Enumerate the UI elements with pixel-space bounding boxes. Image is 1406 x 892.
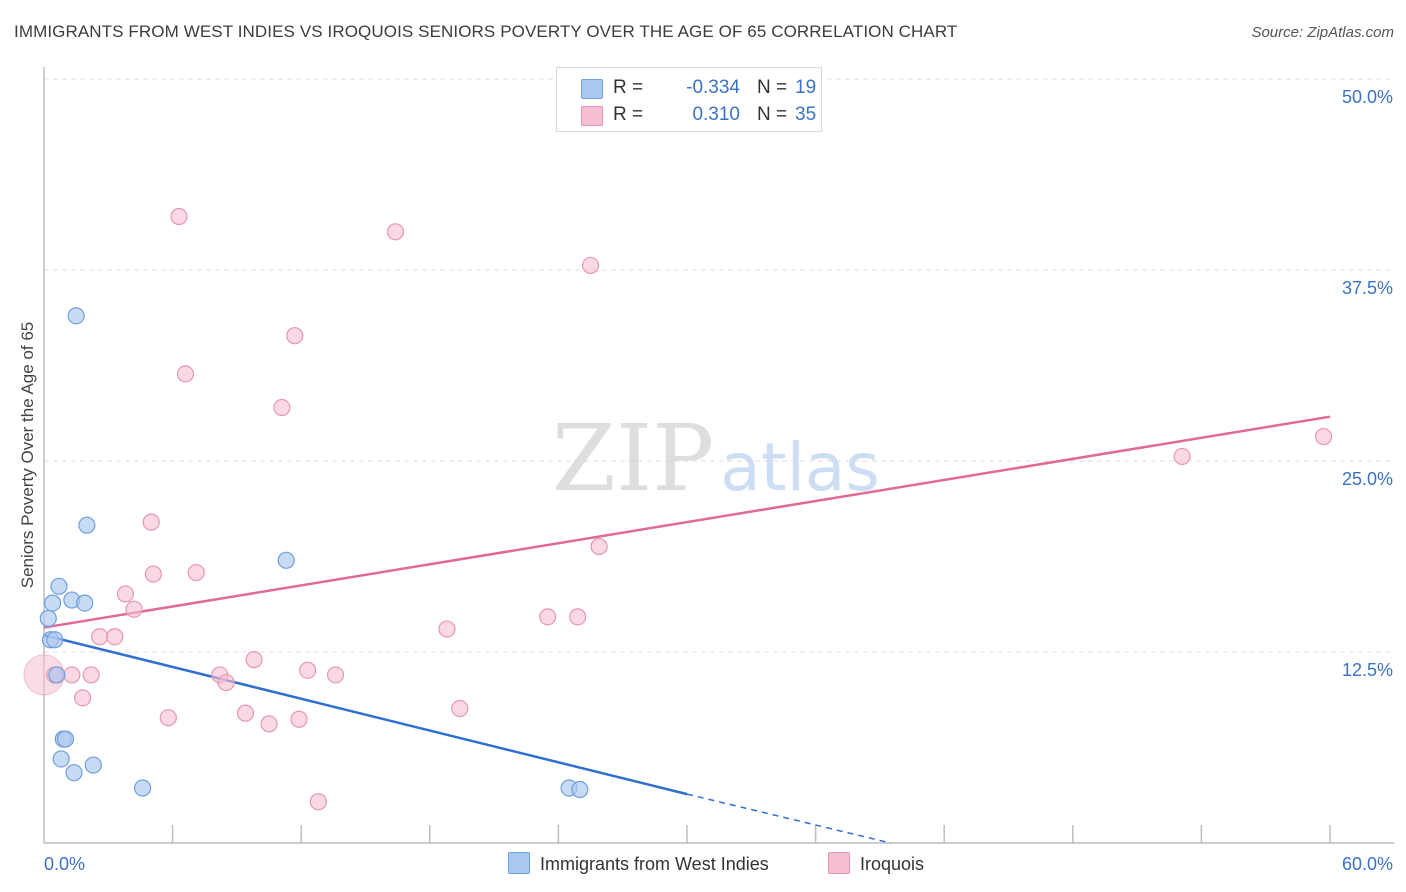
data-point-west-indies [48,666,66,684]
trend-line-iroquois [43,415,1331,629]
y-tick-label: 50.0% [1342,87,1393,107]
trend-lines [43,415,1331,844]
data-point-iroquois [326,666,345,684]
data-point-iroquois [125,600,143,618]
legend-item-iroquois: Iroquois [828,852,924,876]
legend-n-value: 35 [795,104,817,125]
data-point-iroquois [451,699,469,718]
watermark-atlas: atlas [720,429,880,506]
legend-n-value: 19 [795,77,817,98]
data-point-iroquois [159,709,177,727]
data-point-iroquois [106,628,124,646]
data-point-iroquois [438,620,456,638]
data-point-west-indies [39,609,57,627]
data-point-iroquois [386,223,405,241]
data-point-iroquois [91,628,109,646]
data-point-iroquois [187,563,205,582]
data-point-iroquois [176,365,195,383]
chart-source: Source: ZipAtlas.com [1251,24,1394,41]
y-tick-label: 37.5% [1342,278,1393,298]
axes [43,67,1394,844]
data-point-iroquois [116,585,135,603]
legend-n-label: N = [757,77,788,98]
data-point-west-indies [78,516,96,534]
data-point-west-indies [50,577,68,595]
data-point-iroquois [1314,427,1333,446]
legend-label: Immigrants from West Indies [540,854,769,874]
data-point-iroquois [63,666,81,684]
data-point-west-indies [43,594,62,612]
data-point-iroquois [245,651,263,669]
y-tick-label: 12.5% [1342,660,1393,680]
chart-title: IMMIGRANTS FROM WEST INDIES VS IROQUOIS … [14,22,958,41]
x-tick-label: 60.0% [1342,854,1393,874]
data-point-west-indies [46,631,64,649]
data-point-iroquois [144,565,162,583]
data-point-iroquois [569,608,587,626]
data-point-west-indies [67,307,85,325]
data-point-iroquois [217,673,235,692]
data-point-iroquois [1173,447,1191,466]
data-point-iroquois [581,256,600,275]
data-point-iroquois [299,661,317,679]
data-point-west-indies [277,551,295,569]
data-points [23,207,1333,811]
data-point-iroquois [170,207,188,226]
x-tick-labels: 0.0% 60.0% [44,854,1393,874]
legend-r-label: R = [613,104,644,125]
data-point-iroquois [73,689,92,707]
legend-n-label: N = [757,104,788,125]
data-point-west-indies [52,750,70,768]
trend-line-west-indies [43,633,688,796]
y-tick-label: 25.0% [1342,469,1393,489]
legend-swatch-pink [581,106,603,126]
data-point-west-indies [65,764,83,782]
data-point-iroquois [273,398,291,417]
y-axis-label: Seniors Poverty Over the Age of 65 [18,321,37,589]
data-point-iroquois [236,704,255,722]
data-point-west-indies [76,594,94,612]
data-point-west-indies [56,730,75,748]
data-point-iroquois [286,327,304,345]
data-point-iroquois [82,666,100,684]
data-point-west-indies [84,756,102,774]
legend-swatch-blue [581,79,603,99]
x-tick-label: 0.0% [44,854,85,874]
legend-label: Iroquois [860,854,925,874]
data-point-iroquois [309,793,327,811]
grid-lines [44,78,1394,653]
trend-line-west-indies-extension [686,793,891,844]
data-point-west-indies [571,780,589,799]
legend-r-value: 0.310 [692,104,740,125]
data-point-west-indies [133,779,152,797]
data-point-iroquois [590,537,608,556]
legend-swatch-pink [828,852,850,874]
y-tick-labels: 12.5% 25.0% 37.5% 50.0% [1342,87,1393,680]
correlation-legend: R = -0.334 N = 19 R = 0.310 N = 35 [556,67,822,132]
watermark-zip: ZIP [552,405,714,512]
legend-r-value: -0.334 [686,77,740,98]
data-point-iroquois [290,710,308,728]
data-point-iroquois [539,608,557,626]
data-point-iroquois [142,513,160,531]
data-point-iroquois [260,715,278,733]
legend-swatch-blue [508,852,530,874]
watermark: ZIP atlas [552,405,880,512]
legend-item-west-indies: Immigrants from West Indies [508,852,769,876]
legend-r-label: R = [613,77,644,98]
